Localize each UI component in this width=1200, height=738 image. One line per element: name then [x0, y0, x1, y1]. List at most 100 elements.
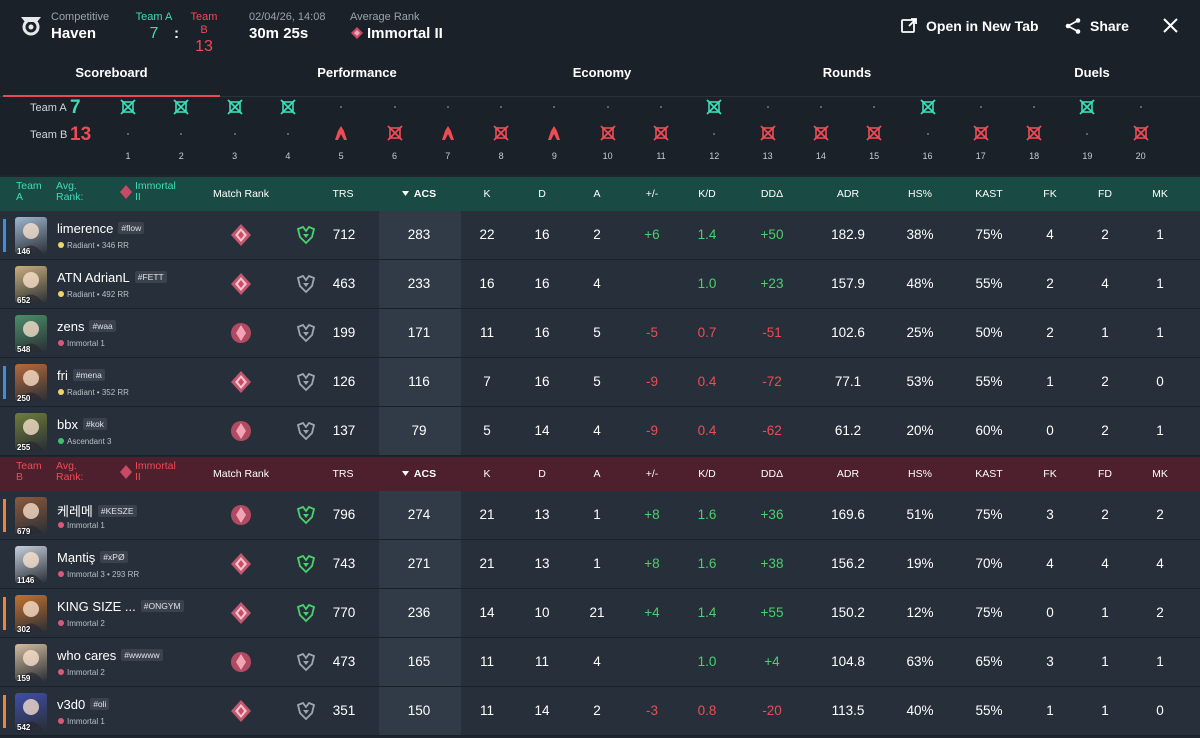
round-elimination-icon[interactable] [280, 99, 296, 115]
round-elimination-icon[interactable] [759, 125, 776, 141]
col-trs[interactable]: TRS [332, 468, 354, 480]
col-adr[interactable]: ADR [836, 188, 860, 200]
player-name[interactable]: fri #mena [57, 368, 105, 383]
round-elimination-icon[interactable] [493, 125, 509, 141]
round-elimination-icon[interactable] [1133, 125, 1149, 141]
player-name[interactable]: 케레메 #KESZE [57, 501, 137, 520]
stat-kast: 75% [975, 605, 1003, 620]
col-match-rank[interactable]: Match Rank [212, 188, 270, 200]
col-hs[interactable]: HS% [908, 188, 932, 200]
col-kd[interactable]: K/D [698, 468, 716, 480]
round-elimination-icon[interactable] [1026, 125, 1042, 141]
col-pm[interactable]: +/- [645, 468, 659, 480]
stat-fd: 2 [1101, 423, 1109, 438]
col-hs[interactable]: HS% [908, 468, 932, 480]
col-fk[interactable]: FK [1043, 188, 1057, 200]
round-spike-icon[interactable] [546, 125, 562, 141]
player-name[interactable]: v3d0 #oli [57, 697, 110, 712]
col-pm[interactable]: +/- [645, 188, 659, 200]
col-acs[interactable]: ACS [389, 468, 449, 480]
col-mk[interactable]: MK [1152, 468, 1168, 480]
tab-scoreboard[interactable]: Scoreboard [3, 52, 220, 97]
match-header: Competitive Haven Team A 7 : Team B 13 0… [0, 0, 1200, 55]
tab-economy[interactable]: Economy [572, 65, 632, 80]
close-icon[interactable] [1163, 18, 1178, 33]
round-elimination-icon[interactable] [386, 125, 403, 141]
open-new-tab-button[interactable]: Open in New Tab [900, 14, 1039, 38]
agent-avatar[interactable] [15, 413, 47, 450]
stat-k: 21 [479, 556, 495, 571]
round-elimination-icon[interactable] [973, 125, 989, 141]
agent-avatar[interactable] [15, 595, 47, 632]
round-elimination-icon[interactable] [919, 99, 936, 115]
col-dd[interactable]: DDΔ [760, 468, 784, 480]
col-kast[interactable]: KAST [975, 188, 1003, 200]
agent-avatar[interactable] [15, 497, 47, 534]
agent-avatar[interactable] [15, 693, 47, 730]
round-elimination-icon[interactable] [1079, 99, 1096, 115]
col-dd[interactable]: DDΔ [760, 188, 784, 200]
round-spike-icon[interactable] [440, 125, 456, 141]
agent-avatar[interactable] [15, 364, 47, 401]
share-button[interactable]: Share [1064, 14, 1129, 38]
round-elimination-icon[interactable] [173, 99, 189, 115]
stat-kast: 50% [975, 325, 1003, 340]
col-a[interactable]: A [593, 468, 601, 480]
col-kast[interactable]: KAST [975, 468, 1003, 480]
player-row[interactable]: 146 limerence #flow Radiant • 346 RR 712 283 2… [0, 211, 1200, 260]
player-row[interactable]: 679 케레메 #KESZE Immortal 1 796 274 21 13 1 +8 1.6 +3… [0, 491, 1200, 540]
col-fk[interactable]: FK [1043, 468, 1057, 480]
player-name[interactable]: ATN AdrianL #FETT [57, 270, 167, 285]
match-rank-icon [230, 503, 252, 527]
player-name[interactable]: bbx #kok [57, 417, 107, 432]
col-d[interactable]: D [538, 468, 546, 480]
col-k[interactable]: K [483, 188, 491, 200]
teamB-header-row: Team B Avg. Rank: Immortal II Match Rank TRS ACS… [0, 457, 1200, 491]
agent-avatar[interactable] [15, 315, 47, 352]
col-mk[interactable]: MK [1152, 188, 1168, 200]
round-elimination-icon[interactable] [226, 99, 243, 115]
col-kd[interactable]: K/D [698, 188, 716, 200]
agent-avatar[interactable] [15, 266, 47, 303]
rank-dot-icon [58, 340, 64, 346]
player-row[interactable]: 159 who cares #wwwww Immortal 2 473 165 11 11 4 1… [0, 638, 1200, 687]
agent-avatar[interactable] [15, 644, 47, 681]
round-elimination-icon[interactable] [120, 99, 136, 115]
round-elimination-icon[interactable] [813, 125, 829, 141]
col-acs[interactable]: ACS [389, 188, 449, 200]
round-elimination-icon[interactable] [600, 125, 616, 141]
stat-hs: 25% [906, 325, 934, 340]
player-name[interactable]: who cares #wwwww [57, 648, 163, 663]
round-elimination-icon[interactable] [653, 125, 669, 141]
col-adr[interactable]: ADR [836, 468, 860, 480]
player-row[interactable]: 1146 Mạntiş #xPØ Immortal 3 • 293 RR 743 271 2… [0, 540, 1200, 589]
player-row[interactable]: 652 ATN AdrianL #FETT Radiant • 492 RR 463 23… [0, 260, 1200, 309]
player-name[interactable]: KING SIZE ... #ONGYM [57, 599, 184, 614]
col-d[interactable]: D [538, 188, 546, 200]
tab-rounds[interactable]: Rounds [822, 65, 872, 80]
player-name[interactable]: limerence #flow [57, 221, 145, 236]
round-elimination-icon[interactable] [706, 99, 722, 115]
col-a[interactable]: A [593, 188, 601, 200]
player-row[interactable]: 250 fri #mena Radiant • 352 RR 126 116 7 16 5 -9 0… [0, 358, 1200, 407]
agent-avatar[interactable] [15, 217, 47, 254]
player-row[interactable]: 542 v3d0 #oli Immortal 1 351 150 11 14 2 -3 0.8 -20… [0, 687, 1200, 736]
col-k[interactable]: K [483, 468, 491, 480]
col-fd[interactable]: FD [1098, 188, 1112, 200]
player-row[interactable]: 302 KING SIZE ... #ONGYM Immortal 2 770 236 14… [0, 589, 1200, 638]
col-trs[interactable]: TRS [332, 188, 354, 200]
round-elimination-icon[interactable] [866, 125, 882, 141]
player-row[interactable]: 255 bbx #kok Ascendant 3 137 79 5 14 4 -9 0.4 -62 61… [0, 407, 1200, 456]
tab-duels[interactable]: Duels [1074, 65, 1110, 80]
stat-fk: 4 [1046, 227, 1054, 242]
acs-highlight [379, 358, 461, 406]
player-row[interactable]: 548 zens #waa Immortal 1 199 171 11 16 5 -5 0.7 -51… [0, 309, 1200, 358]
agent-avatar[interactable] [15, 546, 47, 583]
round-spike-icon[interactable] [333, 125, 349, 141]
col-match-rank[interactable]: Match Rank [212, 468, 270, 480]
player-name[interactable]: Mạntiş #xPØ [57, 550, 128, 565]
player-name[interactable]: zens #waa [57, 319, 116, 334]
col-fd[interactable]: FD [1098, 468, 1112, 480]
tab-performance[interactable]: Performance [317, 65, 397, 80]
round-number: 11 [656, 151, 666, 161]
